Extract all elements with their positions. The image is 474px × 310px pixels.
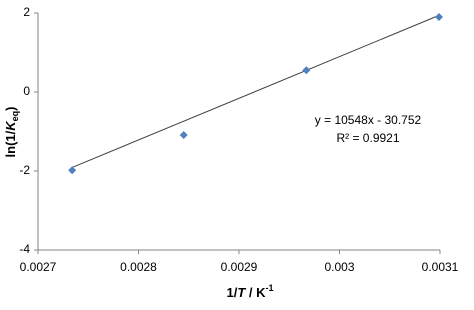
- annotation: R² = 0.9921: [336, 131, 399, 145]
- x-tick-label: 0.0029: [221, 260, 258, 274]
- y-title-part: K: [3, 120, 18, 131]
- y-axis-title: ln(1/Keq): [3, 107, 20, 158]
- y-title-part: ln(1/: [3, 130, 18, 157]
- y-title-part: eq: [10, 111, 20, 122]
- data-point: [179, 131, 188, 140]
- y-tick-label: 2: [23, 5, 30, 19]
- x-tick-label: 0.0031: [422, 260, 459, 274]
- y-tick-label: -2: [19, 163, 30, 177]
- y-tick-label: 0: [23, 84, 30, 98]
- x-axis-title: 1/T / K-1: [226, 283, 273, 300]
- x-title-part: 1/: [226, 285, 237, 300]
- x-title-part: -1: [266, 283, 274, 293]
- data-point: [68, 166, 77, 175]
- x-title-part: T: [237, 285, 246, 300]
- trendline: [71, 14, 440, 168]
- y-title-part: ): [3, 107, 18, 111]
- x-tick-label: 0.0028: [120, 260, 157, 274]
- annotation: y = 10548x - 30.752: [315, 113, 422, 127]
- y-tick-label: -4: [19, 242, 30, 256]
- x-tick-label: 0.0027: [20, 260, 57, 274]
- data-point: [302, 66, 311, 75]
- x-title-part: / K: [245, 285, 266, 300]
- data-point: [434, 12, 443, 21]
- x-tick-label: 0.003: [324, 260, 354, 274]
